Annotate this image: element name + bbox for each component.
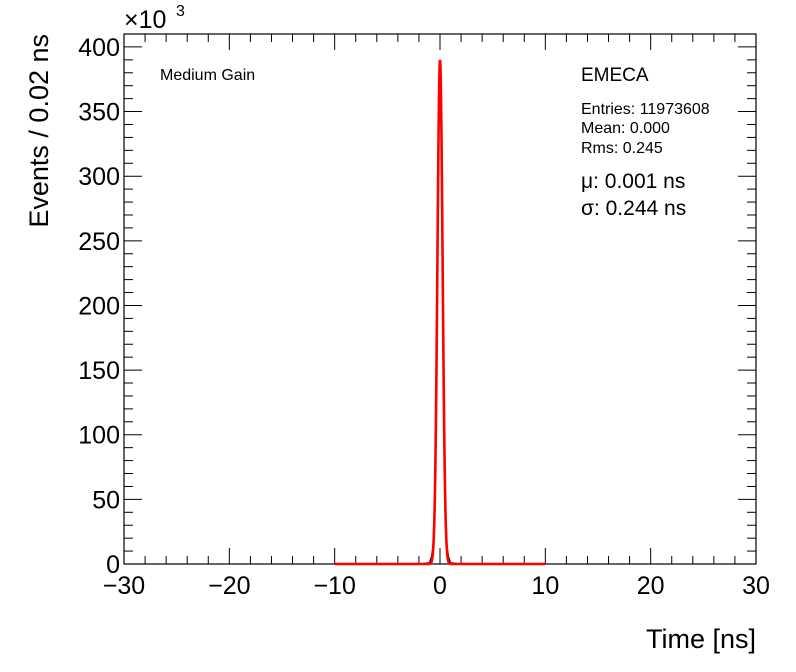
y-multiplier-exponent: 3: [176, 3, 185, 20]
x-axis-ticks: −30 −20 −10 0 10 20 30: [103, 34, 770, 600]
y-tick-label: 200: [78, 292, 120, 320]
y-multiplier-label: ×10: [124, 6, 166, 34]
stats-mean: Mean: 0.000: [581, 120, 670, 137]
y-tick-label: 100: [78, 422, 120, 450]
y-tick-label: 50: [92, 486, 120, 514]
x-tick-label: 0: [433, 572, 447, 600]
x-axis-title: Time [ns]: [646, 624, 756, 654]
fit-mu: μ: 0.001 ns: [581, 170, 685, 193]
y-axis-ticks: 0 50 100 150 200 250 300 350 400: [78, 33, 756, 579]
stats-entries: Entries: 11973608: [581, 101, 710, 118]
gaussian-fit-curve: [334, 59, 546, 566]
gain-label: Medium Gain: [160, 67, 255, 84]
y-tick-label: 400: [78, 34, 120, 62]
x-tick-label: 30: [742, 572, 770, 600]
y-tick-label: 250: [78, 228, 120, 256]
y-axis-title: Events / 0.02 ns: [24, 34, 54, 228]
fit-sigma: σ: 0.244 ns: [581, 197, 686, 220]
y-tick-label: 350: [78, 99, 120, 127]
x-tick-label: −10: [313, 572, 355, 600]
y-tick-label: 150: [78, 357, 120, 385]
stats-name: EMECA: [581, 65, 649, 86]
stats-rms: Rms: 0.245: [581, 140, 663, 157]
x-tick-label: 10: [531, 572, 559, 600]
data-layer: [334, 59, 546, 566]
x-tick-label: −30: [103, 572, 145, 600]
x-tick-label: 20: [637, 572, 665, 600]
y-tick-label: 0: [106, 551, 120, 579]
x-tick-label: −20: [208, 572, 250, 600]
histogram-series: [334, 59, 546, 565]
y-tick-label: 300: [78, 163, 120, 191]
